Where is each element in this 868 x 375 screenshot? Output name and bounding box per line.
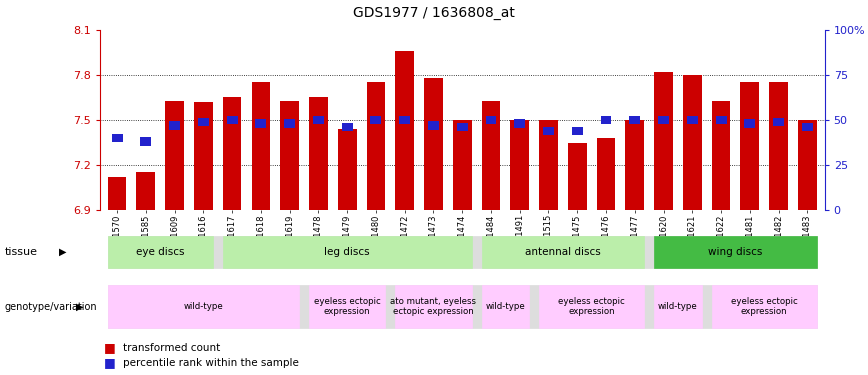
Bar (683, 75, 701, 210)
Bar (769, 82, 788, 210)
Text: ato mutant, eyeless
ectopic expression: ato mutant, eyeless ectopic expression (391, 297, 477, 316)
Text: leg discs: leg discs (325, 247, 370, 257)
Bar (745, 120, 755, 128)
Bar (654, 72, 673, 210)
Text: wild-type: wild-type (183, 302, 223, 311)
Text: wing discs: wing discs (708, 247, 763, 257)
Bar (539, 120, 558, 210)
Bar (112, 134, 122, 142)
Bar (424, 78, 443, 210)
Text: wild-type: wild-type (658, 302, 698, 311)
Text: genotype/variation: genotype/variation (4, 302, 97, 312)
Text: eye discs: eye discs (136, 247, 185, 257)
Bar (687, 116, 698, 124)
Text: transformed count: transformed count (123, 343, 220, 353)
Bar (223, 98, 241, 210)
Text: ▶: ▶ (76, 302, 83, 312)
Bar (165, 100, 184, 210)
Bar (629, 116, 641, 124)
Bar (194, 102, 213, 210)
Text: GDS1977 / 1636808_at: GDS1977 / 1636808_at (353, 6, 515, 20)
Bar (798, 120, 817, 210)
Bar (284, 120, 295, 128)
Bar (169, 121, 180, 129)
Bar (773, 118, 784, 126)
Bar (572, 127, 582, 135)
Text: tissue: tissue (4, 247, 37, 257)
Bar (136, 172, 155, 210)
Bar (453, 120, 471, 210)
Bar (601, 116, 611, 124)
Bar (740, 82, 760, 210)
Text: ■: ■ (104, 357, 116, 369)
Bar (255, 120, 266, 128)
Text: eyeless ectopic
expression: eyeless ectopic expression (314, 297, 380, 316)
Bar (227, 116, 238, 124)
Text: wild-type: wild-type (485, 302, 525, 311)
Bar (510, 120, 529, 210)
Bar (543, 127, 554, 135)
Bar (626, 120, 644, 210)
Text: antennal discs: antennal discs (525, 247, 601, 257)
Bar (457, 123, 468, 131)
Text: percentile rank within the sample: percentile rank within the sample (123, 358, 299, 368)
Bar (596, 138, 615, 210)
Bar (802, 123, 812, 131)
Bar (280, 100, 299, 210)
Bar (482, 100, 500, 210)
Bar (658, 116, 669, 124)
Bar (108, 177, 127, 210)
Text: eyeless ectopic
expression: eyeless ectopic expression (731, 297, 798, 316)
Bar (313, 116, 324, 124)
Bar (366, 82, 385, 210)
Bar (485, 116, 496, 124)
Bar (198, 118, 209, 126)
Bar (428, 121, 439, 129)
Bar (514, 120, 525, 128)
Bar (342, 123, 352, 131)
Text: ▶: ▶ (59, 247, 66, 257)
Bar (252, 82, 270, 210)
Bar (338, 129, 357, 210)
Bar (141, 138, 151, 146)
Text: ■: ■ (104, 342, 116, 354)
Bar (715, 116, 727, 124)
Text: eyeless ectopic
expression: eyeless ectopic expression (558, 297, 625, 316)
Bar (712, 100, 730, 210)
Bar (399, 116, 411, 124)
Bar (395, 51, 414, 210)
Bar (568, 142, 587, 210)
Bar (371, 116, 381, 124)
Bar (309, 98, 328, 210)
